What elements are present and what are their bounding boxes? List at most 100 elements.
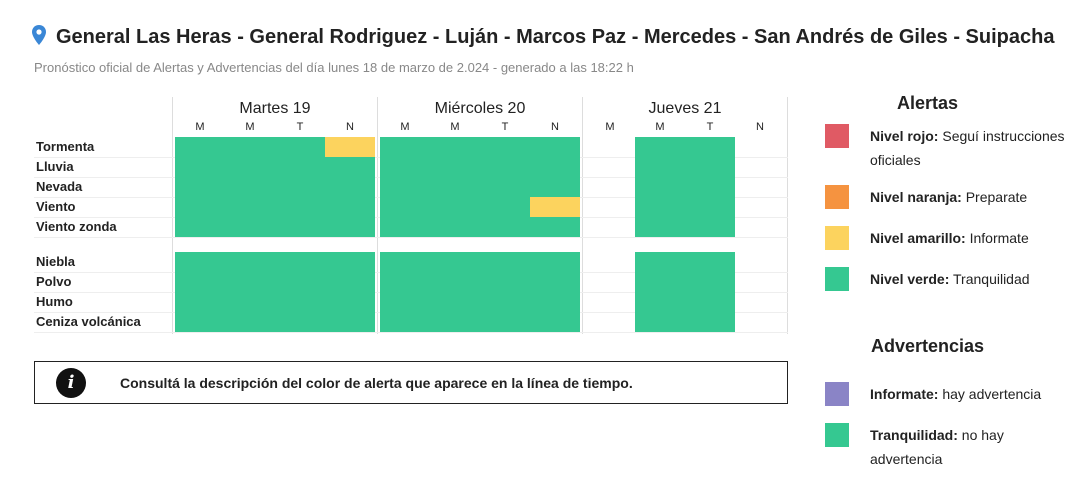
timeline-cell-green (685, 137, 735, 157)
legend-name: Nivel naranja: (870, 189, 962, 205)
timeline-cell-green (175, 197, 225, 217)
legend-item-tranquilidad: Tranquilidad: no hay advertencia (825, 423, 1075, 471)
timeline-cell-green (430, 177, 480, 197)
day-separator (787, 97, 788, 334)
timeline-cell-green (380, 197, 430, 217)
timeline-cell-green (635, 217, 685, 237)
timeline-cell-green (480, 177, 530, 197)
timeline-cell-green (175, 272, 225, 292)
timeline-cell-green (685, 197, 735, 217)
info-icon: i (56, 367, 86, 398)
timeline-cell-green (430, 272, 480, 292)
timeline-cell-green (325, 157, 375, 177)
legend-swatch-amarillo (825, 226, 849, 250)
timeline-cell-green (635, 252, 685, 272)
timeline-cell-green (225, 312, 275, 332)
timeline-cell-green (685, 177, 735, 197)
timeline-cell-green (480, 197, 530, 217)
timeline-cell-green (635, 197, 685, 217)
day-header: Martes 19 (239, 100, 311, 117)
timeline-cell-green (175, 157, 225, 177)
timeline-cell-green (530, 137, 580, 157)
timeline-cell-green (275, 292, 325, 312)
legend-name: Informate: (870, 386, 939, 402)
timeline-cell-green (325, 312, 375, 332)
timeline-cell-green (480, 272, 530, 292)
timeline-cell-green (225, 217, 275, 237)
timeline-cell-green (175, 177, 225, 197)
legend-name: Tranquilidad: (870, 427, 958, 443)
timeline-cell-green (530, 157, 580, 177)
day-header: Miércoles 20 (434, 100, 526, 117)
info-box: i Consultá la descripción del color de a… (34, 361, 788, 404)
timeline-cell-green (380, 252, 430, 272)
timeline-cell-green (685, 252, 735, 272)
timeline-cell-green (175, 292, 225, 312)
timeline-cell-green (635, 157, 685, 177)
row-label: Humo (36, 294, 73, 309)
row-label: Ceniza volcánica (36, 314, 141, 329)
timeline-cell-green (175, 252, 225, 272)
timeline-cell-green (275, 137, 325, 157)
timeline-cell-green (380, 292, 430, 312)
timeline-cell-green (530, 252, 580, 272)
row-label: Viento (36, 199, 76, 214)
period-label: M (245, 121, 255, 133)
timeline-cell-green (635, 137, 685, 157)
legend-swatch-verde (825, 267, 849, 291)
timeline-cell-green (635, 292, 685, 312)
timeline-cell-green (325, 217, 375, 237)
timeline-cell-green (325, 252, 375, 272)
timeline-cell-green (430, 252, 480, 272)
legend-item-naranja: Nivel naranja: Preparate (825, 185, 1075, 209)
legend-alertas-title: Alertas (897, 93, 959, 113)
info-text: Consultá la descripción del color de ale… (120, 374, 633, 391)
timeline-cell-green (635, 312, 685, 332)
timeline-cell-green (380, 137, 430, 157)
timeline-cell-green (225, 157, 275, 177)
timeline-cell-green (430, 312, 480, 332)
timeline-cell-green (380, 217, 430, 237)
legend-swatch-naranja (825, 185, 849, 209)
timeline-cell-green (430, 137, 480, 157)
period-label: M (605, 121, 615, 133)
period-label: N (346, 121, 354, 133)
legend-name: Nivel amarillo: (870, 230, 966, 246)
timeline-cell-yellow (325, 137, 375, 157)
timeline-cell-green (685, 312, 735, 332)
legend-swatch-rojo (825, 124, 849, 148)
row-label: Lluvia (36, 159, 74, 174)
timeline-cell-green (175, 217, 225, 237)
legend-advertencias-title: Advertencias (871, 336, 985, 356)
timeline-cell-green (380, 157, 430, 177)
map-pin-icon (32, 24, 46, 45)
timeline-cell-green (275, 252, 325, 272)
timeline-cell-green (430, 292, 480, 312)
legend-desc: no hay advertencia (870, 427, 1004, 467)
day-header: Jueves 21 (648, 100, 722, 117)
legend-desc: Preparate (965, 189, 1028, 205)
timeline-cell-green (530, 177, 580, 197)
legend-desc: Informate (969, 230, 1029, 246)
legend-swatch-informate (825, 382, 849, 406)
timeline-cell-green (325, 272, 375, 292)
timeline-cell-green (225, 272, 275, 292)
timeline-cell-green (480, 157, 530, 177)
legend-name: Nivel verde: (870, 271, 950, 287)
legend-desc: Tranquilidad (953, 271, 1030, 287)
timeline-cell-green (530, 217, 580, 237)
timeline-cell-green (530, 272, 580, 292)
legend-swatch-tranquilidad (825, 423, 849, 447)
timeline-cell-green (430, 157, 480, 177)
period-label: T (296, 121, 304, 133)
timeline-cell-green (275, 312, 325, 332)
row-divider (34, 332, 788, 333)
timeline-cell-green (325, 292, 375, 312)
timeline-cell-green (480, 137, 530, 157)
period-label: M (450, 121, 460, 133)
legend-name: Nivel rojo: (870, 128, 939, 144)
timeline-cell-green (430, 217, 480, 237)
timeline-cell-green (275, 177, 325, 197)
period-label: N (756, 121, 764, 133)
row-label: Niebla (36, 254, 76, 269)
